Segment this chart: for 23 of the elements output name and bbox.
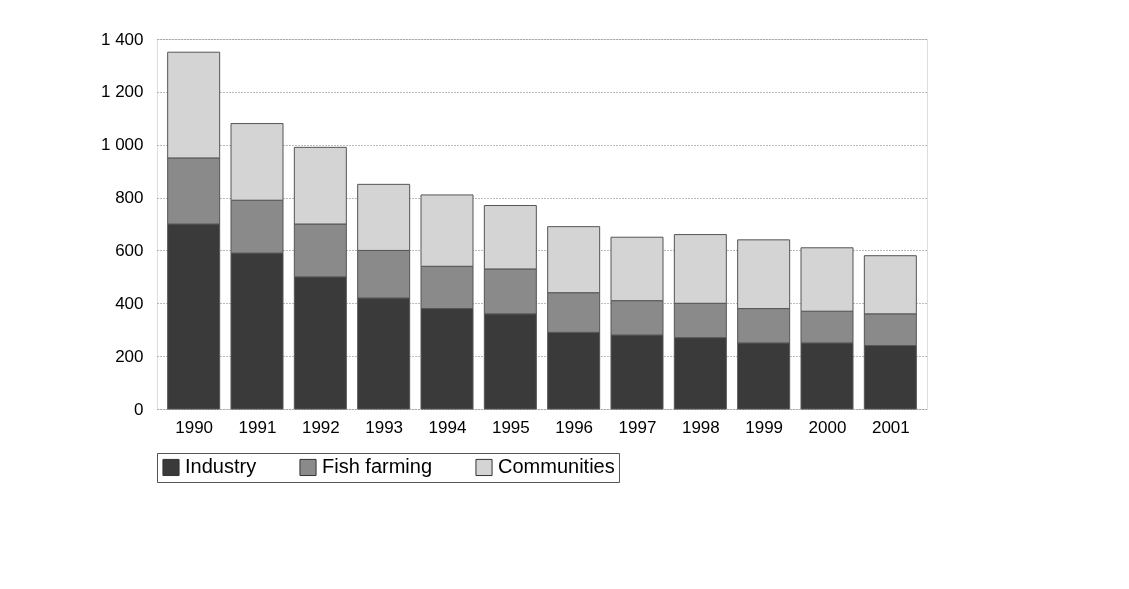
y-tick-label: 400 xyxy=(115,293,144,313)
legend-label: Fish farming xyxy=(322,455,433,478)
x-tick-label: 1994 xyxy=(428,417,467,437)
x-tick-label: 1998 xyxy=(681,417,720,437)
x-tick-label: 1997 xyxy=(618,417,657,437)
y-tick-label: 600 xyxy=(115,240,144,260)
y-tick-label: 1 200 xyxy=(100,82,144,102)
legend-label: Communities xyxy=(498,455,615,478)
x-tick-label: 2000 xyxy=(808,417,847,437)
x-tick-label: 1992 xyxy=(301,417,340,437)
y-tick-label: 0 xyxy=(134,399,144,419)
x-tick-label: 1990 xyxy=(175,417,214,437)
y-tick-label: 1 000 xyxy=(100,135,144,155)
x-tick-label: 1991 xyxy=(238,417,277,437)
legend-label: Industry xyxy=(185,455,257,478)
y-tick-label: 800 xyxy=(115,188,144,208)
x-tick-label: 1999 xyxy=(745,417,784,437)
x-tick-label: 1996 xyxy=(555,417,594,437)
x-tick-label: 2001 xyxy=(871,417,910,437)
y-tick-label: 1 400 xyxy=(100,29,144,49)
y-tick-label: 200 xyxy=(115,346,144,366)
x-tick-label: 1995 xyxy=(491,417,530,437)
x-tick-label: 1993 xyxy=(365,417,404,437)
